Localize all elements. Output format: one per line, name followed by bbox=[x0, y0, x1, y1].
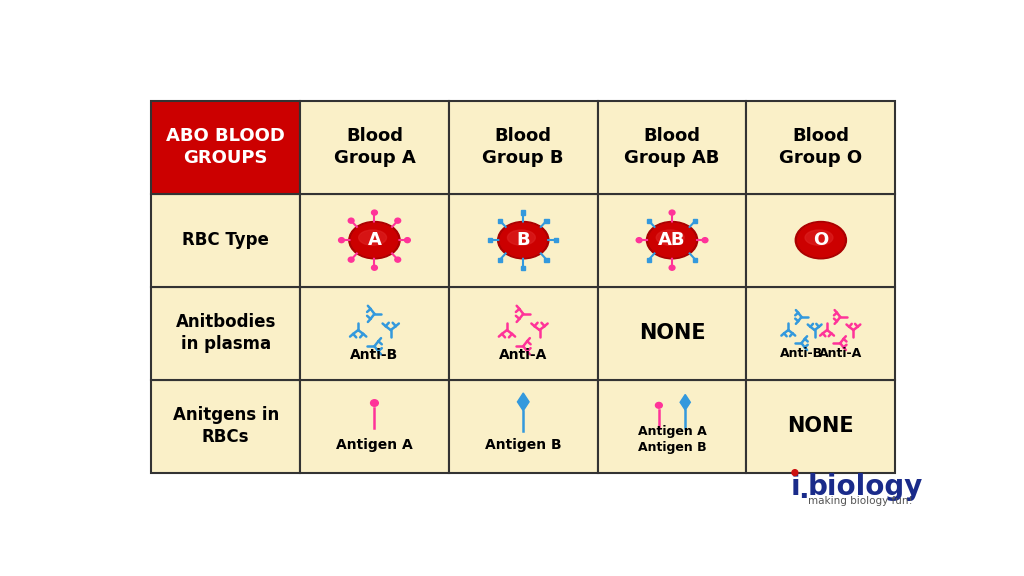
Ellipse shape bbox=[796, 222, 847, 259]
Text: Blood
Group B: Blood Group B bbox=[482, 127, 564, 167]
Ellipse shape bbox=[351, 223, 397, 257]
Bar bbox=[521, 266, 525, 270]
Bar bbox=[449, 194, 598, 287]
Bar bbox=[498, 218, 502, 223]
Bar bbox=[300, 287, 449, 380]
Ellipse shape bbox=[508, 230, 536, 245]
Ellipse shape bbox=[358, 230, 386, 245]
Ellipse shape bbox=[404, 238, 411, 242]
Bar bbox=[746, 287, 895, 380]
Bar bbox=[152, 380, 300, 472]
Text: A: A bbox=[368, 231, 381, 249]
Bar bbox=[598, 287, 746, 380]
Ellipse shape bbox=[371, 400, 378, 406]
Ellipse shape bbox=[372, 210, 378, 215]
Bar bbox=[598, 380, 746, 472]
Text: Anti-A: Anti-A bbox=[499, 348, 548, 362]
Ellipse shape bbox=[646, 222, 697, 259]
Bar bbox=[498, 257, 502, 262]
Text: Blood
Group AB: Blood Group AB bbox=[625, 127, 720, 167]
Text: making biology fun!: making biology fun! bbox=[808, 496, 912, 506]
Ellipse shape bbox=[395, 218, 400, 223]
Bar bbox=[449, 287, 598, 380]
Text: Antigen A: Antigen A bbox=[336, 438, 413, 452]
Text: Anti-A: Anti-A bbox=[818, 347, 862, 359]
Text: Antigen B: Antigen B bbox=[485, 438, 561, 452]
Ellipse shape bbox=[669, 265, 675, 270]
Bar bbox=[598, 101, 746, 194]
Ellipse shape bbox=[805, 230, 833, 245]
Text: NONE: NONE bbox=[639, 323, 706, 343]
Text: RBC Type: RBC Type bbox=[182, 231, 269, 249]
Ellipse shape bbox=[636, 238, 642, 242]
Text: Anti-B: Anti-B bbox=[350, 348, 398, 362]
Bar bbox=[554, 238, 558, 242]
Bar bbox=[152, 194, 300, 287]
Bar bbox=[646, 218, 651, 223]
Bar bbox=[746, 380, 895, 472]
Text: Anti-B: Anti-B bbox=[780, 347, 823, 359]
Bar bbox=[300, 194, 449, 287]
Ellipse shape bbox=[669, 210, 675, 215]
Text: Anitgens in
RBCs: Anitgens in RBCs bbox=[172, 406, 279, 446]
Bar bbox=[545, 257, 549, 262]
Text: NONE: NONE bbox=[787, 416, 854, 436]
Bar bbox=[746, 101, 895, 194]
Bar bbox=[693, 257, 697, 262]
Bar bbox=[598, 194, 746, 287]
Ellipse shape bbox=[649, 223, 695, 257]
Bar bbox=[488, 238, 493, 242]
Text: B: B bbox=[516, 231, 530, 249]
Ellipse shape bbox=[395, 257, 400, 262]
Circle shape bbox=[792, 469, 798, 476]
Ellipse shape bbox=[348, 218, 354, 223]
Bar bbox=[449, 380, 598, 472]
Polygon shape bbox=[680, 395, 690, 410]
Ellipse shape bbox=[656, 230, 684, 245]
Ellipse shape bbox=[498, 222, 549, 259]
Bar bbox=[300, 101, 449, 194]
Text: Blood
Group A: Blood Group A bbox=[334, 127, 416, 167]
Ellipse shape bbox=[702, 238, 708, 242]
Bar bbox=[746, 194, 895, 287]
Bar bbox=[152, 101, 300, 194]
Bar bbox=[300, 380, 449, 472]
Ellipse shape bbox=[372, 265, 378, 270]
Text: Blood
Group O: Blood Group O bbox=[779, 127, 862, 167]
Bar bbox=[545, 218, 549, 223]
Text: AB: AB bbox=[658, 231, 686, 249]
Ellipse shape bbox=[349, 222, 400, 259]
Ellipse shape bbox=[339, 238, 344, 242]
Polygon shape bbox=[517, 393, 529, 411]
Ellipse shape bbox=[655, 403, 663, 408]
Text: ABO BLOOD
GROUPS: ABO BLOOD GROUPS bbox=[166, 127, 285, 167]
Bar bbox=[646, 257, 651, 262]
Bar bbox=[449, 101, 598, 194]
Text: .: . bbox=[799, 476, 809, 503]
Text: i: i bbox=[791, 473, 800, 501]
Ellipse shape bbox=[798, 223, 844, 257]
Text: O: O bbox=[813, 231, 828, 249]
Bar bbox=[693, 218, 697, 223]
Text: biology: biology bbox=[808, 473, 923, 501]
Ellipse shape bbox=[500, 223, 547, 257]
Text: Anitbodies
in plasma: Anitbodies in plasma bbox=[175, 313, 275, 353]
Bar bbox=[521, 210, 525, 215]
Text: Antigen A
Antigen B: Antigen A Antigen B bbox=[638, 426, 707, 454]
Bar bbox=[152, 287, 300, 380]
Ellipse shape bbox=[348, 257, 354, 262]
